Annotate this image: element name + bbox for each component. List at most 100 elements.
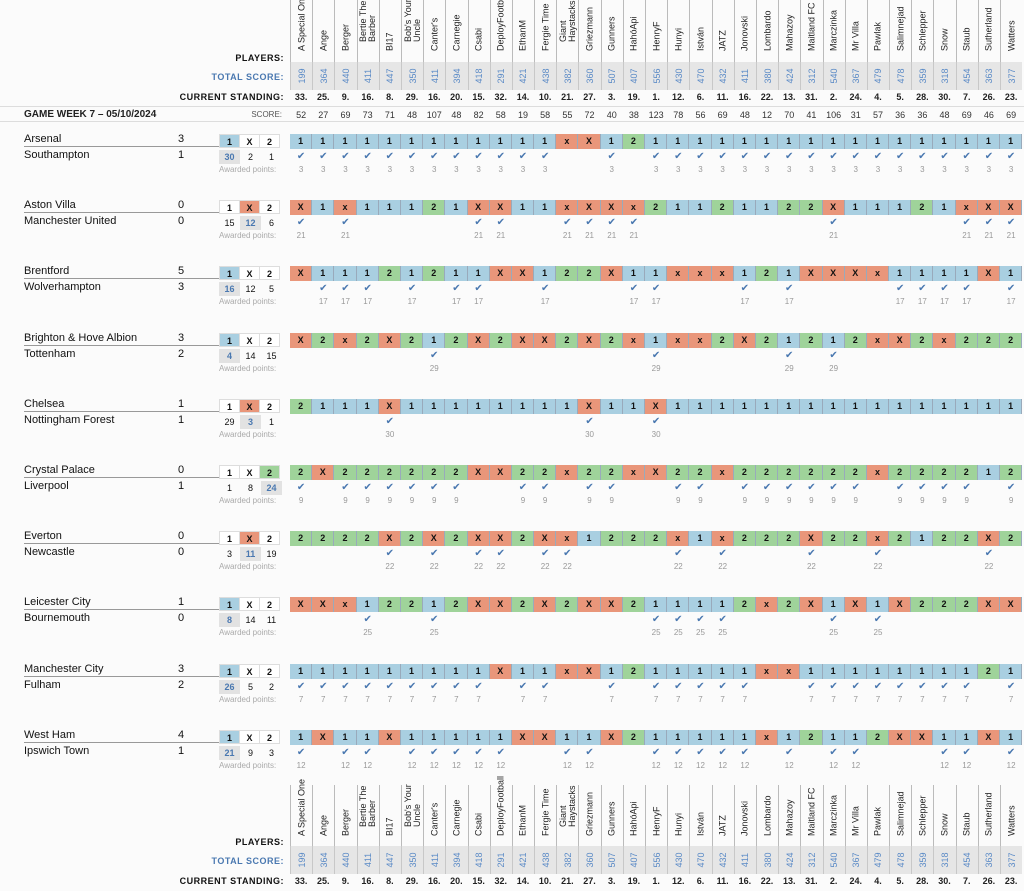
player-name[interactable]: Bob's Your Uncle bbox=[402, 784, 422, 827]
player-name[interactable]: Giant Haystacks bbox=[557, 0, 577, 42]
player-name[interactable]: Bertie The Barber bbox=[358, 785, 378, 827]
player-name-cell[interactable]: Griezmann bbox=[578, 0, 600, 62]
player-name[interactable]: Fergie Time bbox=[540, 3, 551, 51]
player-name-cell[interactable]: Staub bbox=[955, 0, 978, 62]
player-name-cell[interactable]: Lombardo bbox=[755, 0, 778, 62]
player-name-cell[interactable]: Salimnejad bbox=[889, 0, 911, 62]
player-name[interactable]: Salimnejad bbox=[895, 6, 906, 51]
player-name-cell[interactable]: Mahazoy bbox=[778, 785, 800, 847]
player-name-cell[interactable]: EthanM bbox=[511, 785, 534, 847]
player-name-cell[interactable]: Mr Villa bbox=[844, 785, 867, 847]
player-name-cell[interactable]: Bob's Your Uncle bbox=[400, 784, 423, 847]
player-name[interactable]: Mahazoy bbox=[784, 14, 795, 51]
player-name-cell[interactable]: HahóApi bbox=[622, 0, 645, 62]
player-name-cell[interactable]: DeployFootball bbox=[489, 776, 512, 847]
player-name-cell[interactable]: HenryF bbox=[645, 785, 667, 847]
player-name[interactable]: Maitland FC bbox=[806, 2, 817, 51]
player-name[interactable]: DeployFootball bbox=[495, 0, 506, 51]
player-name[interactable]: Watters bbox=[1006, 20, 1017, 51]
player-name-cell[interactable]: Bertie The Barber bbox=[356, 785, 379, 847]
player-name[interactable]: Ange bbox=[318, 814, 329, 836]
player-name[interactable]: Carnegie bbox=[451, 14, 462, 51]
player-name-cell[interactable]: Carnegie bbox=[445, 785, 467, 847]
player-name-cell[interactable]: Watters bbox=[1000, 0, 1022, 62]
player-name-cell[interactable]: Gunners bbox=[600, 785, 623, 847]
player-name-cell[interactable]: Fergie Time bbox=[534, 785, 556, 847]
player-name[interactable]: BI17 bbox=[384, 32, 395, 51]
player-name[interactable]: Hunyi bbox=[673, 812, 684, 836]
player-name-cell[interactable]: Jonovski bbox=[733, 0, 756, 62]
player-name-cell[interactable]: Canter's bbox=[423, 0, 445, 62]
player-name-cell[interactable]: Sutherland bbox=[977, 785, 1000, 847]
player-name[interactable]: Csabi bbox=[473, 27, 484, 51]
player-name[interactable]: HenryF bbox=[651, 21, 662, 51]
player-name-cell[interactable]: Hunyi bbox=[667, 785, 689, 847]
player-name-cell[interactable]: BI17 bbox=[378, 785, 401, 847]
player-name-cell[interactable]: EthanM bbox=[511, 0, 534, 62]
player-name[interactable]: Berger bbox=[340, 808, 351, 836]
player-name[interactable]: Griezmann bbox=[584, 791, 595, 836]
player-name[interactable]: Berger bbox=[340, 23, 351, 51]
player-name[interactable]: Staub bbox=[961, 812, 972, 836]
player-name-cell[interactable]: Marczinka bbox=[822, 0, 845, 62]
player-name[interactable]: Jonovski bbox=[739, 15, 750, 51]
player-name[interactable]: Snow bbox=[939, 813, 950, 836]
player-name[interactable]: Canter's bbox=[429, 802, 440, 836]
player-name[interactable]: BI17 bbox=[384, 817, 395, 836]
player-name-cell[interactable]: Bob's Your Uncle bbox=[400, 0, 423, 62]
player-name-cell[interactable]: Watters bbox=[1000, 785, 1022, 847]
player-name[interactable]: István bbox=[695, 26, 706, 51]
player-name-cell[interactable]: Jonovski bbox=[733, 785, 756, 847]
player-name-cell[interactable]: Maitland FC bbox=[800, 0, 822, 62]
player-name[interactable]: A Special One bbox=[296, 0, 307, 51]
player-name[interactable]: Gunners bbox=[606, 16, 617, 51]
player-name[interactable]: Watters bbox=[1006, 805, 1017, 836]
player-name[interactable]: Hunyi bbox=[673, 27, 684, 51]
player-name-cell[interactable]: A Special One bbox=[290, 779, 312, 847]
player-name[interactable]: HahóApi bbox=[628, 801, 639, 836]
player-name-cell[interactable]: Berger bbox=[334, 0, 356, 62]
player-name[interactable]: Sutherland bbox=[983, 792, 994, 836]
player-name-cell[interactable]: JATZ bbox=[711, 785, 734, 847]
player-name[interactable]: HahóApi bbox=[628, 16, 639, 51]
player-name[interactable]: JATZ bbox=[717, 815, 728, 836]
player-name[interactable]: Bertie The Barber bbox=[358, 0, 378, 42]
player-name-cell[interactable]: Ange bbox=[312, 0, 334, 62]
player-name[interactable]: DeployFootball bbox=[495, 775, 506, 836]
player-name-cell[interactable]: István bbox=[689, 0, 711, 62]
player-name-cell[interactable]: HenryF bbox=[645, 0, 667, 62]
player-name[interactable]: Staub bbox=[961, 27, 972, 51]
player-name-cell[interactable]: JATZ bbox=[711, 0, 734, 62]
player-name[interactable]: Griezmann bbox=[584, 6, 595, 51]
player-name[interactable]: EthanM bbox=[517, 804, 528, 836]
player-name[interactable]: Marczinka bbox=[828, 794, 839, 836]
player-name-cell[interactable]: Ange bbox=[312, 785, 334, 847]
player-name[interactable]: Gunners bbox=[606, 801, 617, 836]
player-name-cell[interactable]: Marczinka bbox=[822, 785, 845, 847]
player-name[interactable]: Mr Villa bbox=[850, 806, 861, 836]
player-name[interactable]: Salimnejad bbox=[895, 791, 906, 836]
player-name-cell[interactable]: Gunners bbox=[600, 0, 623, 62]
player-name[interactable]: A Special One bbox=[296, 778, 307, 836]
player-name-cell[interactable]: Csabi bbox=[467, 0, 490, 62]
player-name[interactable]: Carnegie bbox=[451, 799, 462, 836]
player-name-cell[interactable]: Snow bbox=[933, 0, 955, 62]
player-name[interactable]: Pawlak bbox=[872, 806, 883, 836]
player-name[interactable]: Jonovski bbox=[739, 800, 750, 836]
player-name[interactable]: Mr Villa bbox=[850, 21, 861, 51]
player-name-cell[interactable]: Salimnejad bbox=[889, 785, 911, 847]
player-name-cell[interactable]: Canter's bbox=[423, 785, 445, 847]
player-name[interactable]: Schlepper bbox=[917, 795, 928, 836]
player-name-cell[interactable]: Bertie The Barber bbox=[356, 0, 379, 62]
player-name-cell[interactable]: Schlepper bbox=[911, 0, 933, 62]
player-name[interactable]: Csabi bbox=[473, 812, 484, 836]
player-name-cell[interactable]: BI17 bbox=[378, 0, 401, 62]
player-name-cell[interactable]: Sutherland bbox=[977, 0, 1000, 62]
player-name[interactable]: HenryF bbox=[651, 806, 662, 836]
player-name[interactable]: Sutherland bbox=[983, 7, 994, 51]
player-name[interactable]: Schlepper bbox=[917, 10, 928, 51]
player-name-cell[interactable]: Schlepper bbox=[911, 785, 933, 847]
player-name-cell[interactable]: Snow bbox=[933, 785, 955, 847]
player-name-cell[interactable]: A Special One bbox=[290, 0, 312, 62]
player-name[interactable]: Maitland FC bbox=[806, 787, 817, 836]
